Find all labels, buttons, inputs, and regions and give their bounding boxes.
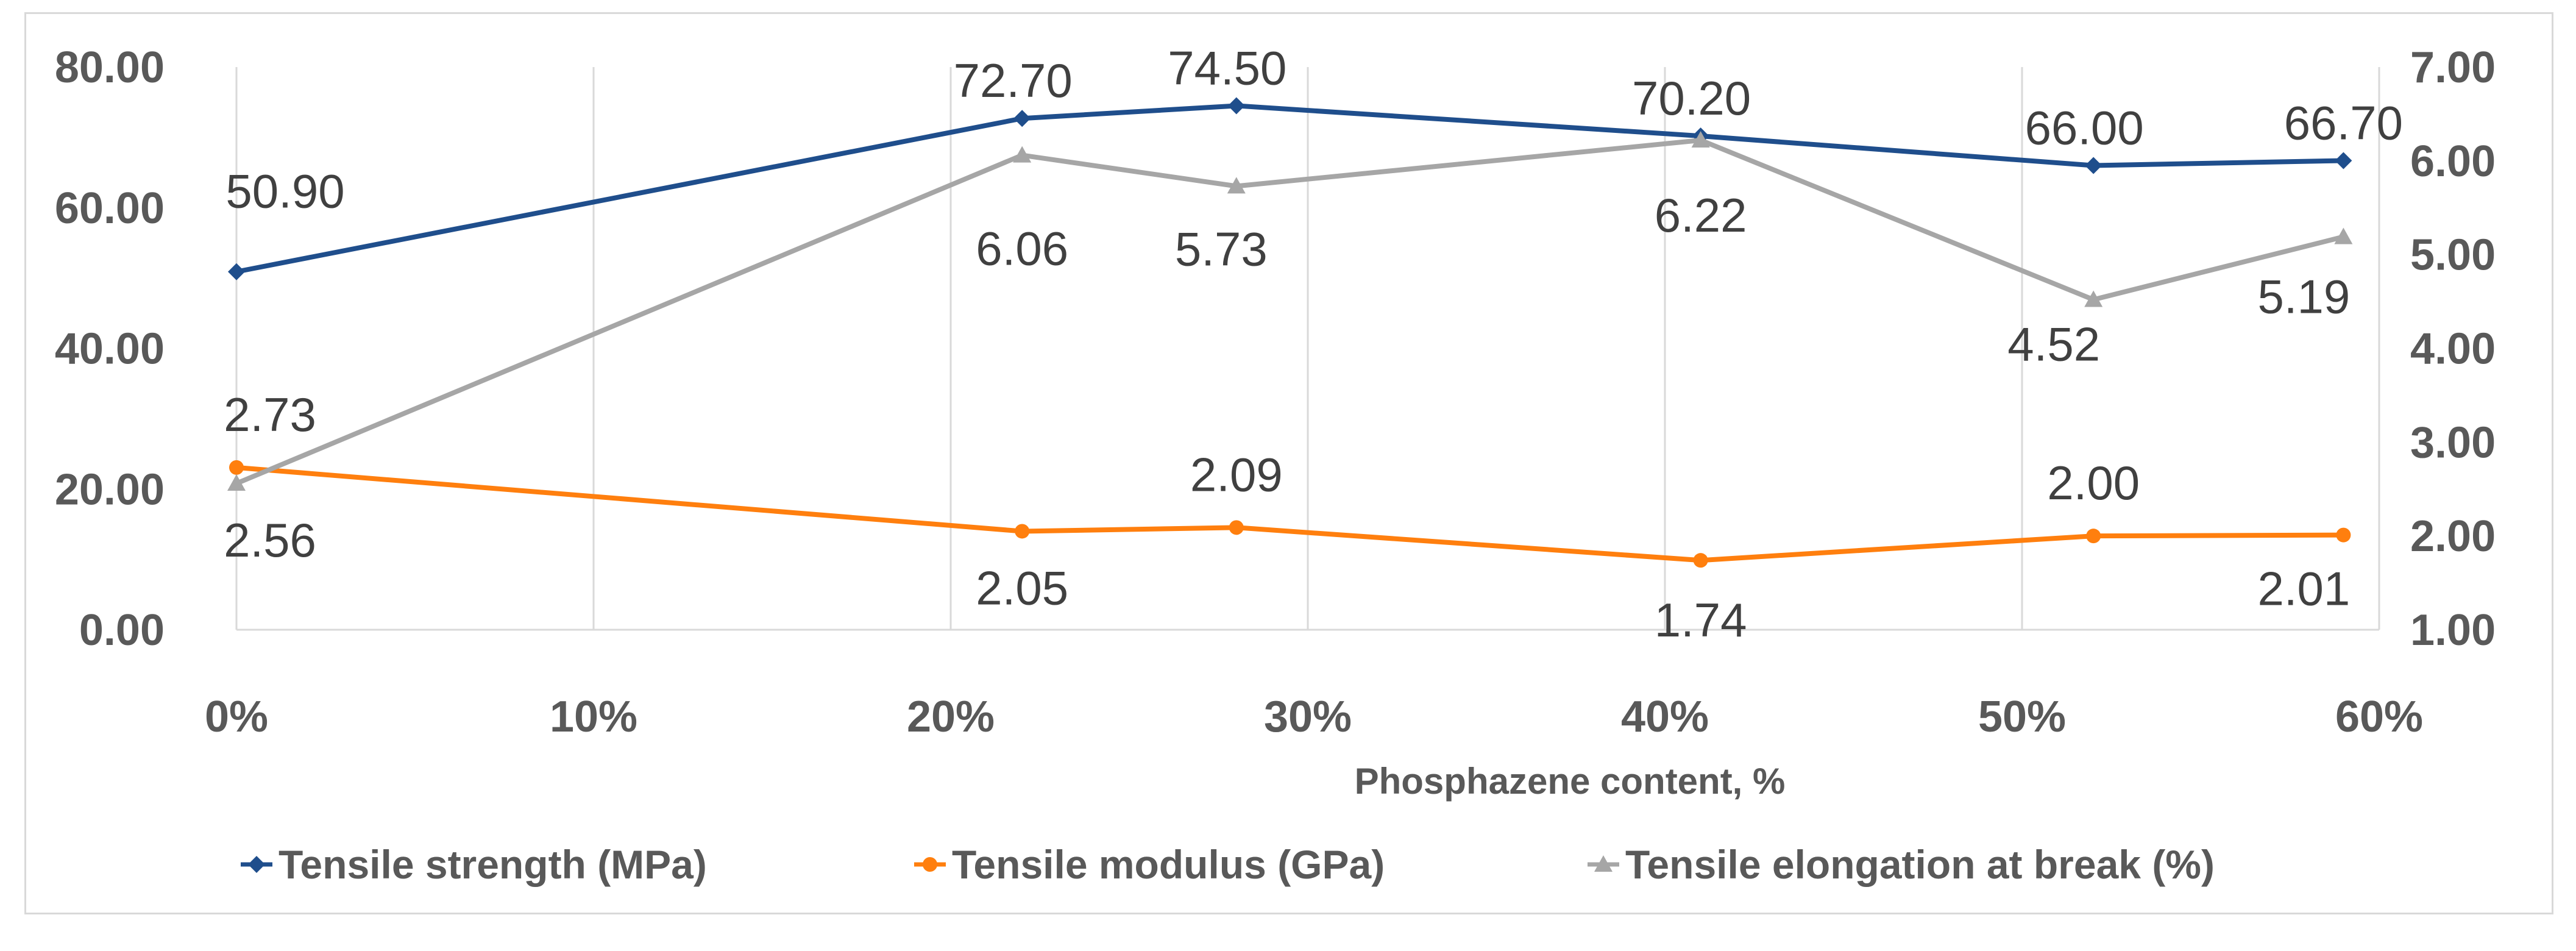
- legend-swatch-marker: [923, 857, 937, 872]
- data-label: 74.50: [1168, 41, 1286, 94]
- y2-tick-label: 5.00: [2410, 231, 2496, 280]
- data-point: [1013, 146, 1032, 163]
- series-line: [236, 103, 2344, 274]
- data-label: 2.56: [224, 513, 316, 567]
- left-axis-ticks: 0.00 20.00 40.00 60.00 80.00: [55, 43, 165, 655]
- legend-item-1: Tensile modulus (GPa): [914, 842, 1385, 887]
- x-tick-label: 0%: [205, 693, 268, 741]
- data-point: [1229, 520, 1244, 535]
- data-point: [229, 460, 244, 475]
- data-label: 50.90: [225, 165, 344, 218]
- data-label: 1.74: [1655, 593, 1747, 647]
- gridlines: [235, 67, 2380, 630]
- legend-swatch-marker: [1594, 855, 1613, 872]
- data-point: [2336, 527, 2351, 543]
- y2-tick-label: 6.00: [2410, 137, 2496, 186]
- data-point: [2335, 152, 2352, 169]
- y2-tick-label: 7.00: [2410, 43, 2496, 92]
- y2-tick-label: 3.00: [2410, 418, 2496, 467]
- legend-item-0: Tensile strength (MPa): [241, 842, 707, 887]
- data-label: 5.19: [2257, 269, 2350, 323]
- data-label: 2.09: [1190, 447, 1283, 501]
- series-layer: [227, 97, 2353, 568]
- right-axis-ticks: 1.00 2.00 3.00 4.00 5.00 6.00 7.00: [2410, 43, 2496, 655]
- x-tick-label: 10%: [550, 693, 637, 741]
- data-point: [228, 263, 245, 280]
- data-point: [1015, 524, 1030, 539]
- legend-label: Tensile strength (MPa): [279, 842, 707, 887]
- data-label: 66.00: [2025, 101, 2144, 155]
- y-tick-label: 60.00: [55, 184, 165, 233]
- y2-tick-label: 4.00: [2410, 325, 2496, 374]
- x-tick-label: 20%: [907, 693, 995, 741]
- data-point: [1227, 97, 1245, 115]
- series-line: [235, 137, 2344, 486]
- x-tick-label: 40%: [1621, 693, 1709, 741]
- series-1: [229, 460, 2351, 568]
- data-label: 6.22: [1655, 188, 1747, 242]
- series-2: [227, 130, 2353, 491]
- x-axis-title: Phosphazene content, %: [1355, 761, 1786, 802]
- data-label: 66.70: [2284, 96, 2403, 149]
- data-label: 2.01: [2257, 562, 2350, 616]
- data-point: [1013, 110, 1031, 127]
- data-labels: 50.90 72.70 74.50 70.20 66.00 66.70 2.73 2.05 2.…: [224, 41, 2403, 647]
- data-point: [1693, 553, 1708, 568]
- data-point: [1691, 130, 1710, 148]
- legend-label: Tensile modulus (GPa): [952, 842, 1385, 887]
- data-point: [2086, 529, 2101, 544]
- legend-item-2: Tensile elongation at break (%): [1588, 842, 2215, 887]
- y-tick-label: 40.00: [55, 325, 165, 374]
- data-point: [2334, 227, 2353, 244]
- y-tick-label: 0.00: [79, 606, 165, 655]
- data-label: 4.52: [2007, 318, 2100, 371]
- x-axis-ticks: 0% 10% 20% 30% 40% 50% 60%: [205, 693, 2423, 741]
- data-label: 2.05: [976, 561, 1068, 614]
- data-label: 6.06: [976, 222, 1068, 276]
- data-point: [2084, 290, 2103, 307]
- data-point: [227, 474, 246, 491]
- x-tick-label: 50%: [1978, 693, 2066, 741]
- data-point: [2085, 157, 2102, 174]
- data-label: 5.73: [1175, 222, 1268, 276]
- y2-tick-label: 1.00: [2410, 606, 2496, 655]
- x-tick-label: 60%: [2335, 693, 2423, 741]
- series-line: [236, 465, 2344, 563]
- y2-tick-label: 2.00: [2410, 512, 2496, 561]
- data-label: 72.70: [954, 54, 1073, 107]
- legend: Tensile strength (MPa) Tensile modulus (G…: [241, 842, 2215, 887]
- legend-swatch-marker: [248, 856, 265, 873]
- y-tick-label: 20.00: [55, 465, 165, 514]
- data-label: 70.20: [1632, 71, 1751, 125]
- legend-label: Tensile elongation at break (%): [1625, 842, 2215, 887]
- data-point: [1227, 177, 1246, 194]
- x-tick-label: 30%: [1264, 693, 1352, 741]
- y-tick-label: 80.00: [55, 43, 165, 92]
- data-label: 2.73: [224, 388, 316, 441]
- series-0: [228, 97, 2352, 280]
- data-label: 2.00: [2047, 456, 2140, 510]
